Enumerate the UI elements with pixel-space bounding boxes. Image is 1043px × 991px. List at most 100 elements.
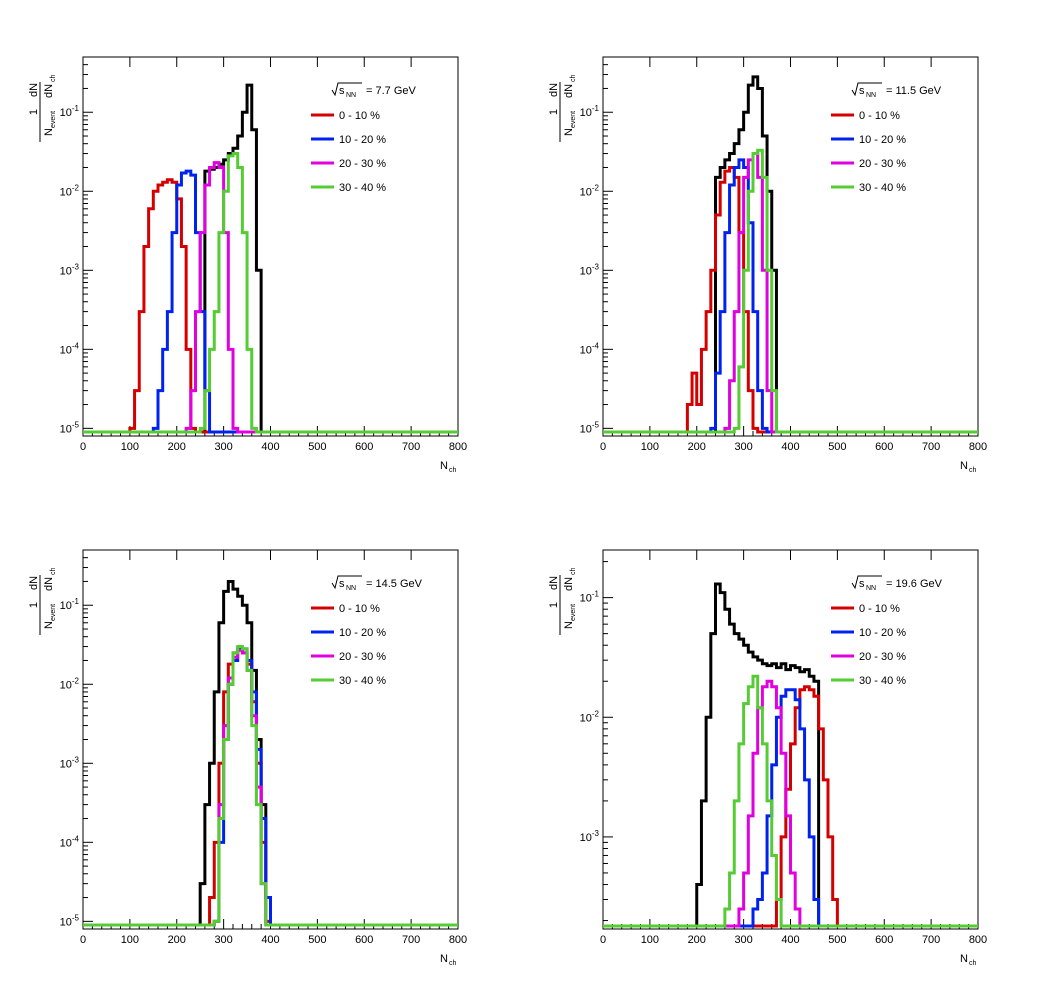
- x-tick-label: 300: [214, 441, 232, 453]
- legend-entry: 0 - 10 %: [859, 603, 900, 615]
- legend-entry: 20 - 30 %: [339, 158, 386, 170]
- energy-label: = 14.5 GeV: [366, 578, 423, 590]
- legend-entry: 10 - 20 %: [859, 134, 906, 146]
- y-tick-base: 10: [580, 344, 592, 356]
- series-20-30: [603, 679, 978, 928]
- y-tick-base: 10: [60, 186, 72, 198]
- y-tick-base: 10: [60, 344, 72, 356]
- x-tick-label: 300: [214, 934, 232, 946]
- y-tick-label: 10-5: [60, 913, 80, 928]
- series-30-40: [83, 645, 458, 927]
- y-label-numerator: 1: [548, 602, 560, 608]
- y-tick-base: 10: [580, 265, 592, 277]
- sqrt-symbol: [851, 575, 882, 590]
- y-tick-exponent: -3: [592, 829, 600, 838]
- y-label-dn: dN: [28, 83, 40, 97]
- y-tick-exponent: -5: [72, 420, 80, 429]
- y-tick-label: 10-3: [60, 755, 80, 770]
- y-tick-label: 10-5: [60, 420, 80, 435]
- x-tick-label: 200: [688, 934, 706, 946]
- series-20-30: [83, 648, 458, 927]
- x-tick-label: 0: [600, 441, 606, 453]
- energy-label-s: s: [859, 578, 865, 590]
- series-20-30: [83, 161, 458, 434]
- y-tick-base: 10: [60, 265, 72, 277]
- y-label-dn: dN: [548, 83, 560, 97]
- energy-label: = 7.7 GeV: [366, 85, 417, 97]
- y-tick-exponent: -3: [72, 262, 80, 271]
- x-tick-label: 700: [402, 441, 420, 453]
- energy-label-s: s: [339, 578, 345, 590]
- y-tick-label: 10-1: [60, 597, 80, 612]
- x-tick-label: 0: [80, 934, 86, 946]
- y-tick-exponent: -4: [72, 834, 80, 843]
- x-tick-label: 700: [922, 441, 940, 453]
- x-tick-label: 400: [261, 934, 279, 946]
- x-tick-label: 200: [168, 441, 186, 453]
- y-label-denominator-sub: event: [50, 604, 57, 621]
- plot-frame: [82, 549, 459, 930]
- y-tick-exponent: -1: [592, 104, 600, 113]
- x-tick-label: 100: [641, 934, 659, 946]
- y-tick-exponent: -2: [72, 183, 80, 192]
- y-label-denominator: N: [563, 621, 575, 629]
- y-tick-label: 10-4: [580, 341, 600, 356]
- y-tick-base: 10: [60, 758, 72, 770]
- y-label-dnch: dN: [43, 84, 55, 98]
- series-20-30: [603, 152, 978, 434]
- x-tick-label: 700: [402, 934, 420, 946]
- y-tick-exponent: -2: [592, 709, 600, 718]
- y-tick-exponent: -5: [592, 420, 600, 429]
- x-tick-label: 800: [969, 934, 987, 946]
- legend-entry: 30 - 40 %: [859, 675, 906, 687]
- x-tick-label: 500: [828, 934, 846, 946]
- y-label-denominator: N: [43, 128, 55, 136]
- energy-label-sub: NN: [866, 585, 876, 592]
- x-tick-label: 500: [308, 441, 326, 453]
- y-tick-exponent: -2: [592, 183, 600, 192]
- energy-label-sub: NN: [346, 585, 356, 592]
- series-30-40: [603, 674, 978, 928]
- x-tick-label: 600: [355, 934, 373, 946]
- y-tick-label: 10-3: [580, 829, 600, 844]
- energy-label-s: s: [859, 85, 865, 97]
- y-label-dnch-sub: ch: [570, 75, 577, 83]
- legend-entry: 30 - 40 %: [339, 182, 386, 194]
- series-all: [603, 582, 978, 928]
- y-label-numerator: 1: [28, 602, 40, 608]
- y-tick-base: 10: [580, 107, 592, 119]
- legend-entry: 20 - 30 %: [859, 158, 906, 170]
- x-tick-label: 100: [121, 934, 139, 946]
- y-tick-label: 10-3: [60, 262, 80, 277]
- x-tick-label: 400: [261, 441, 279, 453]
- x-tick-label: 600: [875, 441, 893, 453]
- y-label-dnch: dN: [563, 84, 575, 98]
- x-tick-label: 400: [781, 441, 799, 453]
- series-10-20: [83, 647, 458, 927]
- legend-entry: 30 - 40 %: [859, 182, 906, 194]
- energy-label-sub: NN: [346, 92, 356, 99]
- y-label-dn: dN: [28, 576, 40, 590]
- chart-panel-2: 0 100 200 300 400 500 600 700 80010-510-410-310-…: [548, 56, 987, 474]
- y-tick-base: 10: [60, 679, 72, 691]
- series-0-10: [603, 165, 978, 434]
- energy-label-s: s: [339, 85, 345, 97]
- y-tick-label: 10-2: [60, 676, 80, 691]
- y-tick-exponent: -5: [72, 913, 80, 922]
- series-0-10: [603, 685, 978, 928]
- legend-entry: 0 - 10 %: [339, 603, 380, 615]
- x-tick-label: 0: [600, 934, 606, 946]
- x-tick-label: 400: [781, 934, 799, 946]
- y-tick-exponent: -1: [72, 597, 80, 606]
- energy-label: = 11.5 GeV: [886, 85, 942, 97]
- y-label-denominator: N: [563, 128, 575, 136]
- y-tick-label: 10-4: [60, 341, 80, 356]
- y-tick-base: 10: [580, 712, 592, 724]
- x-tick-label: 500: [828, 441, 846, 453]
- y-tick-exponent: -1: [72, 104, 80, 113]
- legend-entry: 10 - 20 %: [339, 134, 386, 146]
- y-tick-exponent: -3: [592, 262, 600, 271]
